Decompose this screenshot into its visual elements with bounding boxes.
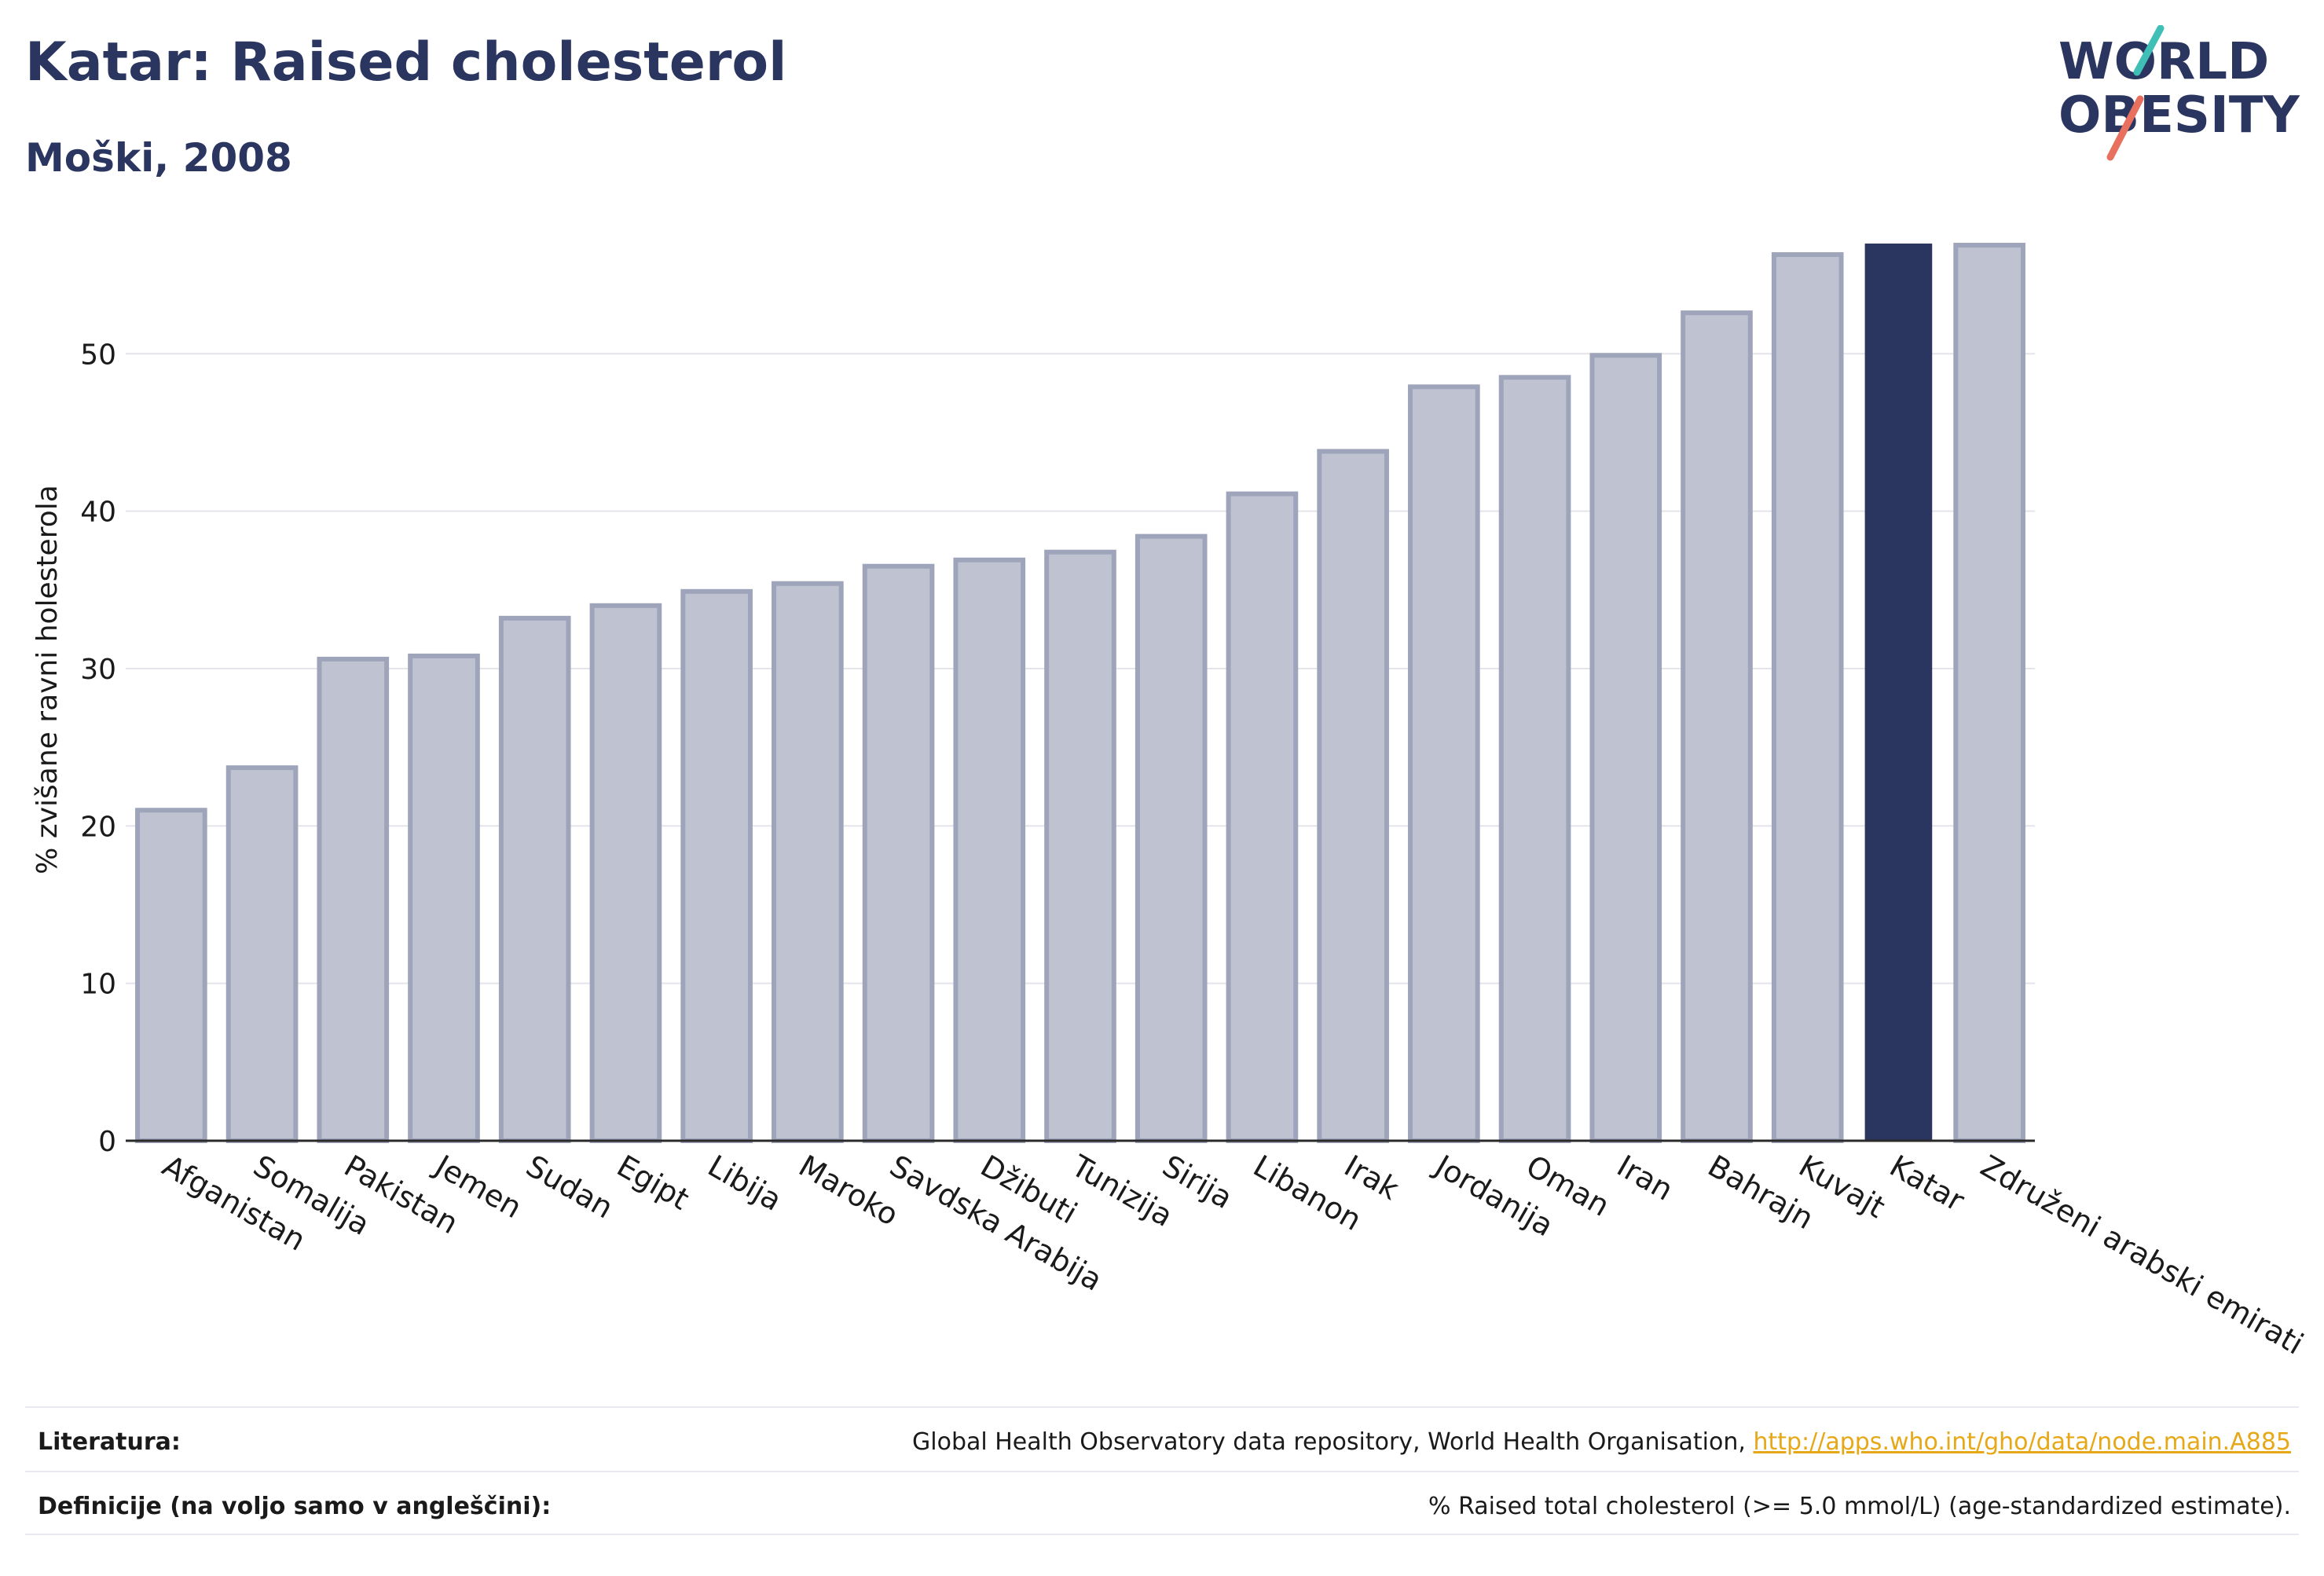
bar-9 [953, 557, 1026, 1143]
y-tick-label: 0 [98, 1126, 116, 1158]
bar-17 [1681, 310, 1753, 1144]
bar-6 [680, 588, 753, 1143]
bar-20 [1953, 243, 2025, 1143]
bar-13 [1317, 449, 1389, 1143]
bar-chart: 01020304050AfganistanSomalijaPakistanJem… [31, 243, 2310, 1362]
chart-subtitle: Moški, 2008 [25, 135, 292, 181]
x-tick-label: Iran [1611, 1149, 1679, 1208]
chart-title: Katar: Raised cholesterol [25, 31, 787, 93]
y-tick-label: 20 [80, 811, 116, 843]
x-tick-label: Sudan [520, 1149, 619, 1226]
bar-11 [1135, 533, 1208, 1143]
bar-layer [135, 243, 2025, 1144]
y-tick-label: 10 [80, 969, 116, 1001]
x-tick-label: Združeni arabski emirati [1975, 1149, 2310, 1362]
logo-line-obesity: OBESITY [2058, 86, 2300, 145]
bar-1 [225, 765, 299, 1143]
bar-8 [862, 563, 935, 1143]
y-tick-label: 50 [80, 339, 116, 371]
x-tick-label: Libija [702, 1149, 788, 1218]
logo-slash-coral [2106, 95, 2144, 161]
sources-link[interactable]: http://apps.who.int/gho/data/node.main.A… [1753, 1428, 2291, 1456]
x-tick-label: Egipt [611, 1149, 695, 1217]
x-tick-label: Maroko [793, 1149, 904, 1233]
bar-19 [1864, 244, 1933, 1142]
world-obesity-logo: WORLD OBESITY [2058, 25, 2300, 161]
definitions-label: Definicije (na voljo samo v angleščini): [38, 1493, 552, 1520]
bar-15 [1498, 375, 1571, 1143]
bar-3 [408, 653, 480, 1143]
footer-divider-middle [25, 1471, 2299, 1472]
bar-7 [772, 581, 844, 1143]
sources-value: Global Health Observatory data repositor… [912, 1428, 2291, 1456]
bar-5 [589, 603, 662, 1143]
definitions-value: % Raised total cholesterol (>= 5.0 mmol/… [1428, 1493, 2291, 1520]
y-axis-label: % zvišane ravni holesterola [31, 485, 64, 874]
y-tick-label: 30 [80, 654, 116, 686]
x-tick-label: Tunizija [1065, 1148, 1179, 1233]
bar-2 [317, 656, 390, 1143]
sources-label: Literatura: [38, 1428, 181, 1456]
bar-16 [1589, 353, 1662, 1143]
bar-4 [498, 615, 571, 1143]
y-tick-label: 40 [80, 497, 116, 529]
bar-12 [1226, 491, 1299, 1143]
bar-10 [1044, 549, 1116, 1143]
bar-0 [135, 808, 207, 1143]
x-tick-label: Katar [1884, 1149, 1970, 1219]
bar-14 [1408, 384, 1480, 1143]
sources-text: Global Health Observatory data repositor… [912, 1428, 1754, 1456]
footer-divider-top [25, 1406, 2299, 1408]
bar-18 [1771, 252, 1844, 1143]
footer-divider-bottom [25, 1534, 2299, 1535]
logo-line-world: WORLD [2058, 33, 2269, 91]
logo-slash-teal [2133, 25, 2165, 76]
